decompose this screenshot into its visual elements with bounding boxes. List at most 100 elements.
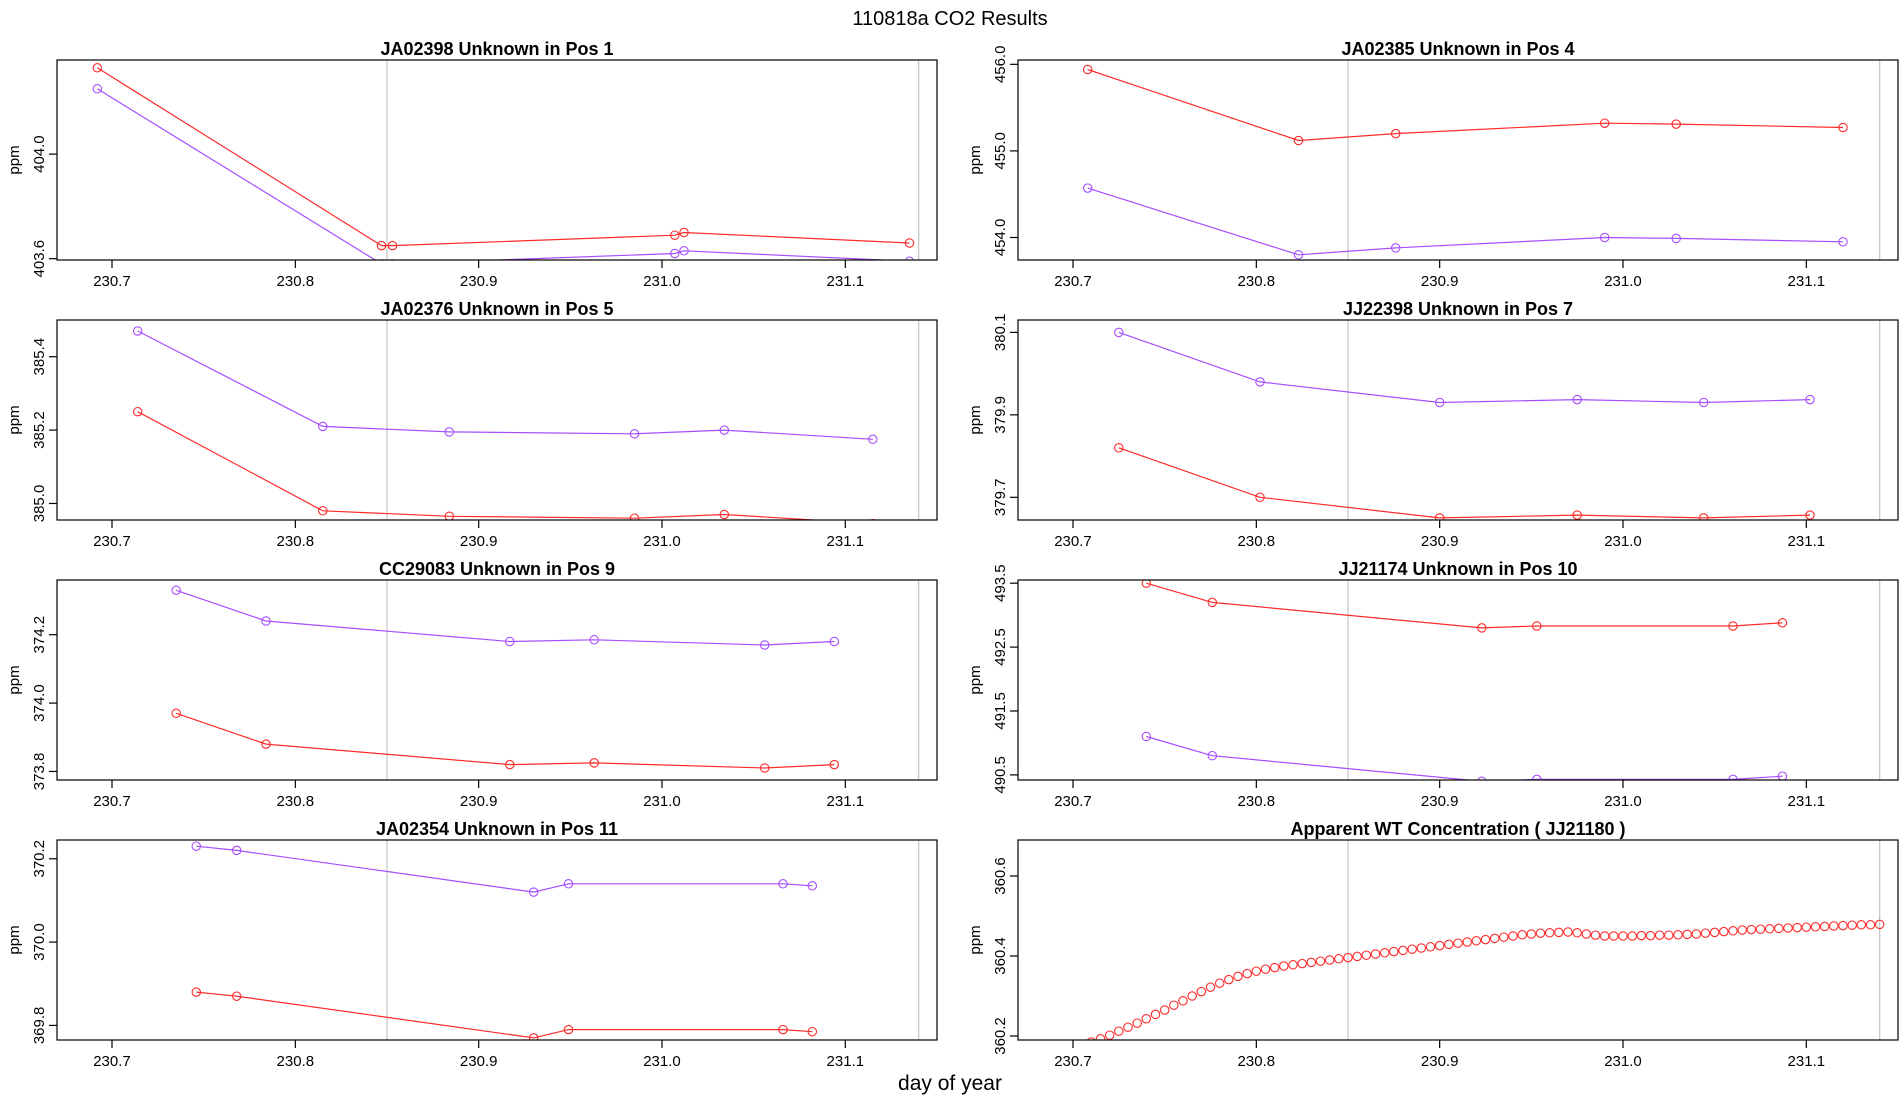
data-point-red [132, 406, 143, 417]
chart-panel-4: JJ22398 Unknown in Pos 7 ppm 230.7 230.8 230… [967, 299, 1899, 550]
data-point-WT [1700, 928, 1711, 938]
chart-title: JA02398 Unknown in Pos 1 [380, 39, 613, 59]
data-point-red [1293, 135, 1304, 146]
x-tick-label: 231.0 [643, 793, 681, 810]
x-tick-label: 230.8 [277, 273, 315, 290]
data-point-purple [807, 881, 818, 891]
data-point-purple [318, 421, 328, 432]
data-point-WT [1535, 928, 1546, 938]
x-tick-label: 231.1 [1788, 793, 1826, 810]
data-point-WT [1856, 920, 1867, 930]
data-point-WT [1315, 956, 1326, 966]
data-point-WT [1627, 931, 1637, 941]
y-axis-label: ppm [6, 145, 23, 174]
data-point-red [1207, 597, 1218, 608]
y-tick-label: 360.4 [992, 937, 1009, 975]
data-point-WT [1462, 937, 1472, 947]
data-point-purple [231, 845, 242, 856]
x-tick-label: 230.9 [1421, 533, 1459, 550]
y-tick-label: 360.2 [992, 1017, 1009, 1055]
series-line-purple [1118, 331, 1811, 404]
data-point-purple [868, 434, 878, 445]
data-point-WT [1645, 930, 1656, 941]
data-point-WT [1572, 928, 1582, 938]
data-point-purple [629, 429, 640, 439]
data-point-red [191, 987, 202, 997]
data-point-purple [759, 640, 770, 650]
data-point-WT [1792, 922, 1802, 933]
data-point-WT [1279, 961, 1289, 971]
data-point-red [1255, 492, 1265, 503]
data-point-red [1777, 618, 1788, 628]
data-point-WT [1764, 924, 1775, 934]
y-tick-label: 492.5 [992, 628, 1009, 666]
y-tick-label: 360.6 [992, 857, 1009, 895]
x-tick-label: 231.1 [827, 533, 865, 550]
y-tick-label: 456.0 [992, 46, 1009, 84]
data-point-purple [1599, 232, 1610, 243]
y-tick-label: 455.0 [992, 132, 1009, 170]
data-point-red [1434, 513, 1445, 520]
chart-panel-7: JA02354 Unknown in Pos 11 ppm 230.7 230.8 23… [6, 819, 938, 1070]
data-point-red [869, 518, 876, 520]
data-point-WT [1801, 922, 1812, 932]
plot-frame [56, 59, 938, 261]
data-point-red [387, 240, 398, 251]
x-tick-label: 230.9 [1421, 793, 1459, 810]
plot-frame [1017, 579, 1899, 781]
data-point-WT [1379, 948, 1390, 958]
data-point-purple [505, 636, 515, 647]
data-point-purple [378, 259, 385, 260]
data-point-red [679, 227, 689, 238]
data-point-purple [1777, 771, 1788, 780]
data-point-red [829, 759, 840, 770]
x-tick-label: 230.7 [93, 273, 131, 290]
y-tick-label: 380.1 [992, 314, 1009, 352]
x-tick-label: 231.1 [1788, 273, 1826, 290]
data-point-purple [1838, 237, 1848, 247]
x-tick-label: 230.9 [1421, 273, 1459, 290]
data-point-WT [1407, 944, 1417, 954]
plot-frame [56, 839, 938, 1041]
data-point-WT [1517, 930, 1527, 940]
x-tick-label: 231.1 [827, 1053, 865, 1070]
data-point-red [778, 1024, 788, 1035]
chart-title: JJ22398 Unknown in Pos 7 [1343, 299, 1573, 319]
x-tick-label: 231.1 [827, 793, 865, 810]
data-point-WT [1499, 932, 1509, 942]
data-point-WT [1728, 926, 1738, 936]
y-tick-label: 370.2 [31, 840, 48, 878]
data-point-purple [389, 259, 396, 260]
chart-panel-5: CC29083 Unknown in Pos 9 ppm 230.7 230.8 230… [6, 559, 938, 810]
y-tick-label: 374.2 [31, 616, 48, 654]
x-tick-label: 230.7 [1054, 273, 1092, 290]
data-point-WT [1086, 1037, 1096, 1040]
data-point-WT [1810, 922, 1821, 932]
data-point-red [1532, 621, 1542, 631]
y-tick-label: 404.0 [31, 135, 48, 173]
data-point-WT [1526, 929, 1537, 939]
series-line-red [1146, 582, 1783, 629]
y-tick-label: 490.5 [992, 756, 1009, 794]
data-point-WT [1288, 960, 1298, 970]
x-tick-label: 230.7 [93, 793, 131, 810]
data-point-WT [1709, 927, 1720, 938]
data-point-purple [719, 425, 730, 435]
y-tick-label: 491.5 [992, 692, 1009, 730]
x-tick-label: 231.1 [1788, 1053, 1826, 1070]
y-tick-label: 454.0 [992, 219, 1009, 257]
x-tick-label: 230.9 [460, 793, 498, 810]
y-tick-label: 403.6 [31, 240, 48, 278]
data-point-WT [1324, 955, 1335, 965]
x-tick-label: 230.7 [1054, 1053, 1092, 1070]
data-point-WT [1269, 962, 1280, 973]
data-point-WT [1078, 1041, 1086, 1049]
chart-title: Apparent WT Concentration ( JJ21180 ) [1290, 819, 1625, 839]
x-tick-label: 230.8 [1238, 1053, 1276, 1070]
data-point-WT [1590, 930, 1601, 940]
data-point-red [670, 230, 680, 240]
data-point-WT [1104, 1030, 1115, 1040]
data-point-purple [1434, 397, 1445, 408]
y-tick-label: 370.0 [31, 923, 48, 961]
